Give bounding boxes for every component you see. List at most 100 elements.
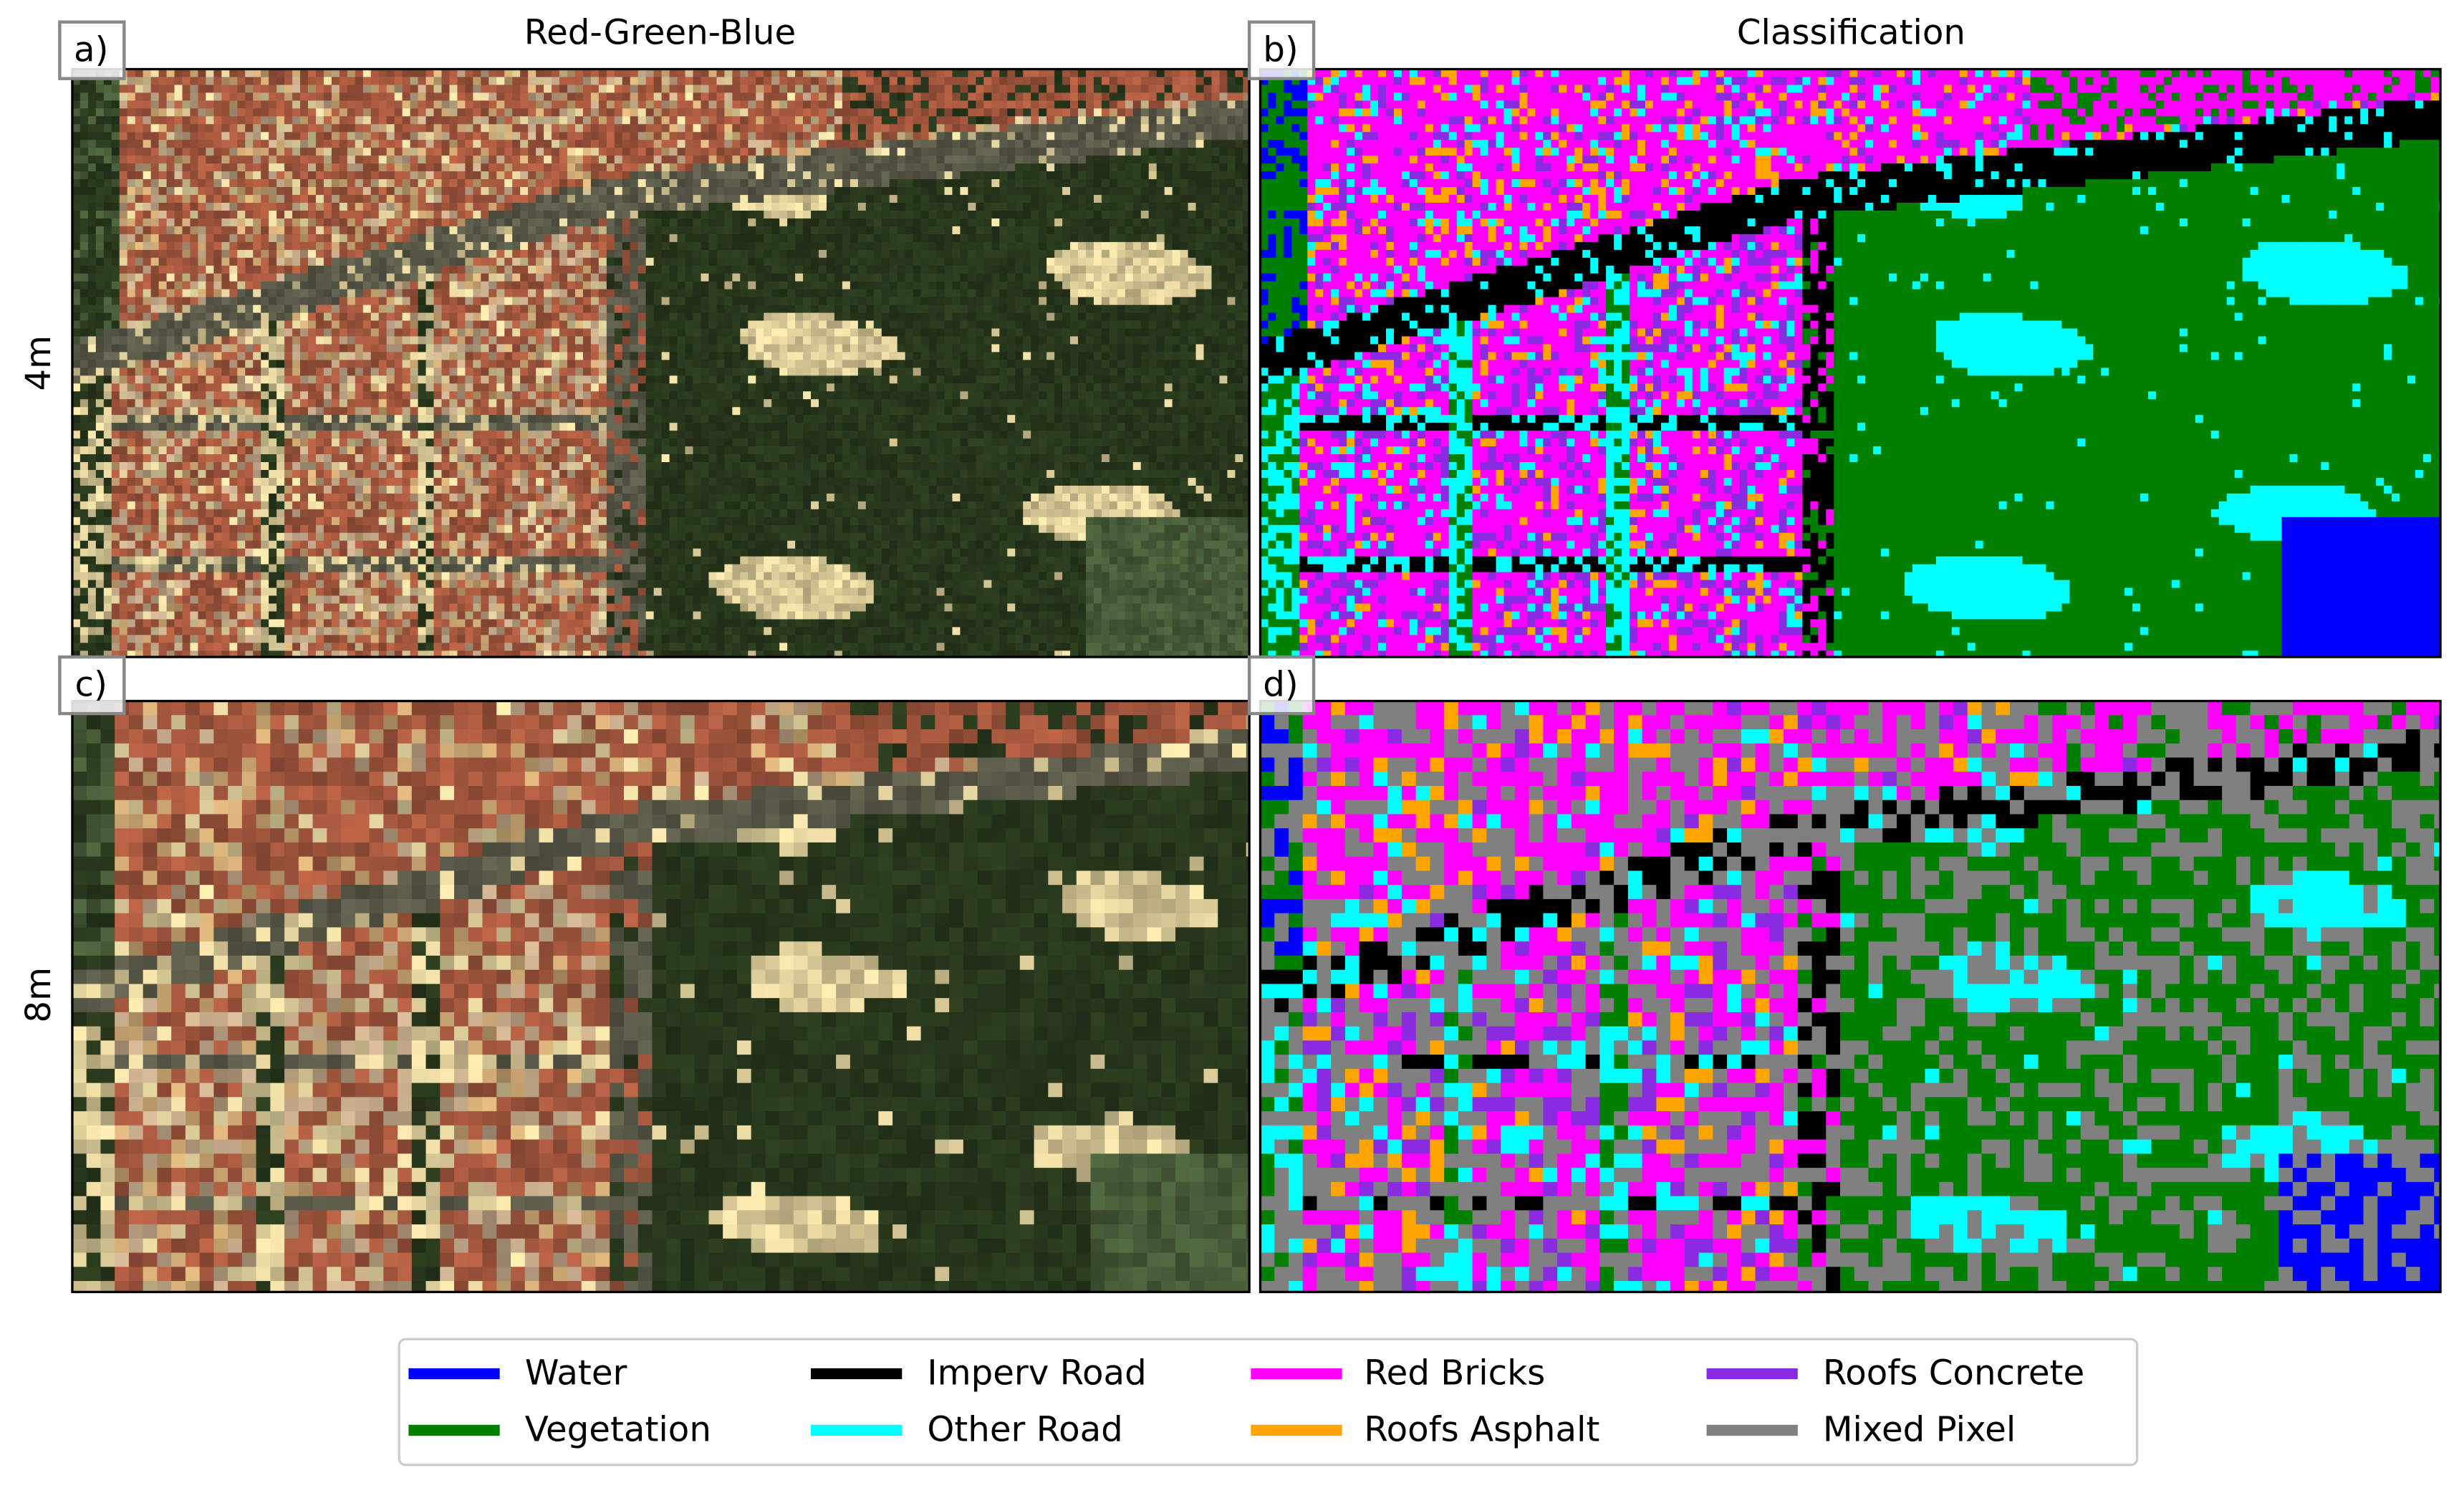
pixel: [1211, 92, 1221, 102]
pixel: [520, 116, 529, 125]
pixel: [1156, 85, 1165, 94]
pixel: [857, 234, 867, 243]
pixel: [1054, 210, 1063, 219]
pixel: [1023, 226, 1031, 235]
pixel: [630, 203, 639, 211]
pixel: [174, 226, 183, 235]
pixel: [740, 312, 749, 322]
pixel: [787, 100, 796, 110]
pixel: [269, 140, 277, 148]
pixel: [1235, 187, 1244, 196]
pixel: [976, 320, 985, 330]
pixel: [748, 171, 756, 180]
pixel: [496, 320, 505, 330]
pixel: [190, 210, 199, 219]
pixel: [80, 257, 89, 267]
pixel: [339, 77, 348, 86]
pixel: [637, 210, 647, 219]
pixel: [1148, 132, 1158, 140]
pixel: [276, 241, 285, 251]
pixel: [362, 257, 372, 267]
pixel: [968, 210, 977, 219]
pixel: [889, 92, 898, 102]
pixel: [779, 140, 788, 148]
pixel: [661, 132, 670, 140]
pixel: [433, 92, 443, 102]
pixel: [528, 116, 536, 125]
pixel: [1195, 320, 1205, 330]
pixel: [1227, 320, 1236, 330]
pixel: [410, 210, 419, 219]
pixel: [1188, 297, 1197, 306]
pixel: [1062, 195, 1071, 203]
pixel: [756, 241, 764, 251]
pixel: [732, 249, 741, 259]
pixel: [1070, 85, 1079, 94]
pixel: [764, 226, 772, 235]
pixel: [481, 289, 489, 298]
pixel: [920, 108, 930, 117]
pixel: [811, 108, 819, 117]
pixel: [166, 226, 175, 235]
pixel: [803, 148, 812, 156]
pixel: [119, 312, 128, 322]
pixel: [590, 132, 600, 140]
pixel: [378, 187, 388, 196]
pixel: [857, 124, 867, 133]
pixel: [253, 304, 261, 314]
pixel: [598, 281, 607, 290]
pixel: [936, 289, 945, 298]
pixel: [119, 155, 128, 164]
pixel: [284, 234, 293, 243]
pixel: [292, 155, 301, 164]
pixel: [370, 249, 380, 259]
pixel: [237, 218, 246, 227]
pixel: [574, 171, 584, 180]
pixel: [598, 179, 607, 188]
pixel: [865, 155, 875, 164]
pixel: [708, 218, 718, 227]
pixel: [622, 163, 631, 172]
pixel: [881, 297, 890, 306]
pixel: [520, 257, 529, 267]
pixel: [669, 226, 678, 235]
pixel: [1023, 108, 1031, 117]
pixel: [1156, 281, 1165, 290]
pixel: [669, 210, 678, 219]
pixel: [881, 289, 890, 298]
pixel: [143, 163, 152, 172]
pixel: [991, 234, 1000, 243]
pixel: [158, 77, 168, 86]
pixel: [402, 328, 411, 337]
pixel: [103, 179, 112, 188]
pixel: [166, 100, 175, 110]
pixel: [590, 257, 600, 267]
pixel: [779, 85, 788, 94]
pixel: [370, 187, 380, 196]
pixel: [1140, 92, 1150, 102]
pixel: [1054, 77, 1063, 86]
pixel: [574, 234, 584, 243]
pixel: [1243, 108, 1250, 117]
pixel: [1180, 203, 1189, 211]
pixel: [221, 297, 230, 306]
pixel: [394, 203, 403, 211]
pixel: [968, 226, 977, 235]
pixel: [1109, 124, 1118, 133]
pixel: [701, 77, 710, 86]
pixel: [206, 273, 215, 282]
pixel: [889, 171, 898, 180]
pixel: [1015, 257, 1024, 267]
pixel: [582, 100, 592, 110]
pixel: [323, 273, 332, 282]
pixel: [1109, 234, 1118, 243]
pixel: [897, 148, 906, 156]
pixel: [559, 226, 568, 235]
pixel: [520, 203, 529, 211]
pixel: [976, 226, 985, 235]
pixel: [127, 289, 136, 298]
pixel: [512, 116, 521, 125]
pixel: [928, 148, 938, 156]
pixel: [323, 203, 332, 211]
pixel: [685, 312, 694, 322]
